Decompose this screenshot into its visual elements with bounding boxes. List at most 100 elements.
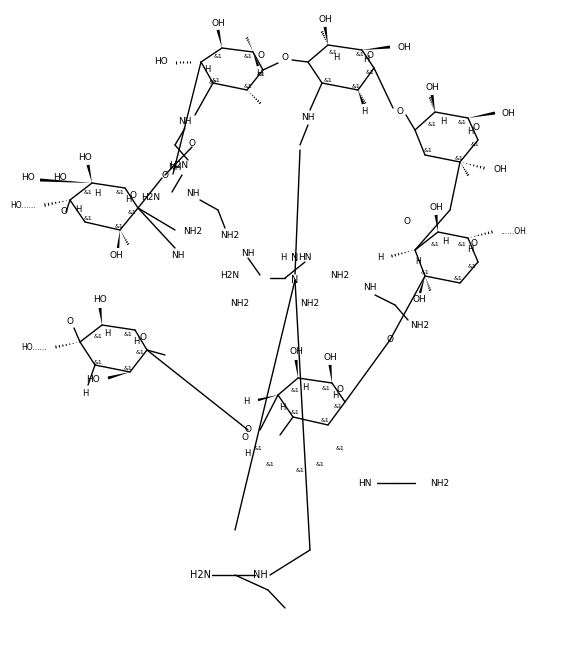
Text: &1: &1 xyxy=(211,78,221,83)
Text: O: O xyxy=(162,171,168,179)
Text: NH: NH xyxy=(301,114,315,122)
Polygon shape xyxy=(253,52,259,66)
Text: &1: &1 xyxy=(470,141,480,147)
Text: H: H xyxy=(94,189,100,198)
Text: O: O xyxy=(473,122,480,131)
Polygon shape xyxy=(117,230,120,248)
Polygon shape xyxy=(328,365,332,383)
Text: O: O xyxy=(61,208,68,217)
Text: O: O xyxy=(257,51,265,60)
Text: NH2: NH2 xyxy=(300,298,320,307)
Text: O: O xyxy=(245,426,252,434)
Text: H: H xyxy=(440,118,446,127)
Text: H: H xyxy=(333,53,339,62)
Text: H: H xyxy=(332,390,338,399)
Text: &1: &1 xyxy=(316,463,324,468)
Text: H: H xyxy=(415,258,421,267)
Text: O: O xyxy=(403,217,410,227)
Polygon shape xyxy=(324,27,328,45)
Text: &1: &1 xyxy=(244,55,252,60)
Text: NH: NH xyxy=(186,189,200,198)
Text: OH: OH xyxy=(211,18,225,28)
Text: NH: NH xyxy=(178,118,192,127)
Text: O: O xyxy=(336,386,343,394)
Text: NH2: NH2 xyxy=(430,478,449,487)
Text: &1: &1 xyxy=(257,72,265,76)
Text: HO: HO xyxy=(93,296,107,304)
Polygon shape xyxy=(295,360,298,378)
Text: NH2: NH2 xyxy=(183,227,202,237)
Text: O: O xyxy=(387,336,394,344)
Text: H: H xyxy=(467,246,473,254)
Text: NH2: NH2 xyxy=(331,271,350,279)
Text: &1: &1 xyxy=(423,148,433,152)
Text: &1: &1 xyxy=(296,468,304,472)
Text: H: H xyxy=(204,66,210,74)
Text: H: H xyxy=(279,403,285,413)
Polygon shape xyxy=(99,308,102,325)
Text: &1: &1 xyxy=(128,210,136,214)
Text: &1: &1 xyxy=(266,463,274,468)
Text: &1: &1 xyxy=(321,386,331,390)
Text: O: O xyxy=(129,191,136,200)
Text: H2N: H2N xyxy=(141,194,160,202)
Text: &1: &1 xyxy=(115,223,123,229)
Text: OH: OH xyxy=(412,296,426,304)
Polygon shape xyxy=(419,276,425,294)
Text: H: H xyxy=(104,330,110,338)
Text: H: H xyxy=(125,196,131,204)
Text: OH: OH xyxy=(289,348,303,357)
Text: &1: &1 xyxy=(93,334,103,338)
Text: &1: &1 xyxy=(124,365,132,371)
Text: OH: OH xyxy=(398,43,412,51)
Text: &1: &1 xyxy=(454,156,464,160)
Text: NH: NH xyxy=(363,284,377,292)
Text: &1: &1 xyxy=(291,388,299,392)
Text: &1: &1 xyxy=(124,332,132,336)
Polygon shape xyxy=(258,395,278,401)
Text: &1: &1 xyxy=(458,242,466,246)
Text: NH2: NH2 xyxy=(230,298,250,307)
Text: O: O xyxy=(470,238,477,248)
Text: &1: &1 xyxy=(84,215,92,221)
Polygon shape xyxy=(40,179,92,183)
Text: NH: NH xyxy=(168,164,182,173)
Text: N: N xyxy=(291,253,299,263)
Text: &1: &1 xyxy=(84,191,92,196)
Polygon shape xyxy=(430,95,435,112)
Text: &1: &1 xyxy=(214,53,222,58)
Text: N: N xyxy=(291,275,299,285)
Text: O: O xyxy=(139,332,147,342)
Text: O: O xyxy=(281,53,288,62)
Text: HO: HO xyxy=(21,173,35,183)
Text: OH: OH xyxy=(323,353,337,361)
Text: &1: &1 xyxy=(244,83,252,89)
Text: OH: OH xyxy=(494,166,508,175)
Text: &1: &1 xyxy=(209,81,217,85)
Text: &1: &1 xyxy=(454,275,462,281)
Text: O: O xyxy=(397,108,403,116)
Text: &1: &1 xyxy=(324,78,332,83)
Text: H: H xyxy=(256,68,262,78)
Text: H2N: H2N xyxy=(221,271,240,279)
Text: H: H xyxy=(302,382,308,392)
Text: H: H xyxy=(363,55,369,64)
Text: &1: &1 xyxy=(333,403,343,409)
Text: H: H xyxy=(280,254,286,263)
Text: HN: HN xyxy=(299,254,312,263)
Text: NH: NH xyxy=(253,570,268,580)
Text: HO: HO xyxy=(78,154,92,162)
Text: O: O xyxy=(241,432,249,442)
Text: HO: HO xyxy=(87,376,100,384)
Text: O: O xyxy=(66,317,73,327)
Text: H: H xyxy=(242,397,249,405)
Text: H: H xyxy=(75,206,81,214)
Text: OH: OH xyxy=(425,83,439,93)
Text: &1: &1 xyxy=(254,445,262,451)
Text: NH: NH xyxy=(241,248,255,258)
Text: H: H xyxy=(361,106,367,116)
Text: HN: HN xyxy=(358,478,372,487)
Text: OH: OH xyxy=(109,252,123,260)
Text: &1: &1 xyxy=(116,191,124,196)
Text: HO: HO xyxy=(53,173,67,183)
